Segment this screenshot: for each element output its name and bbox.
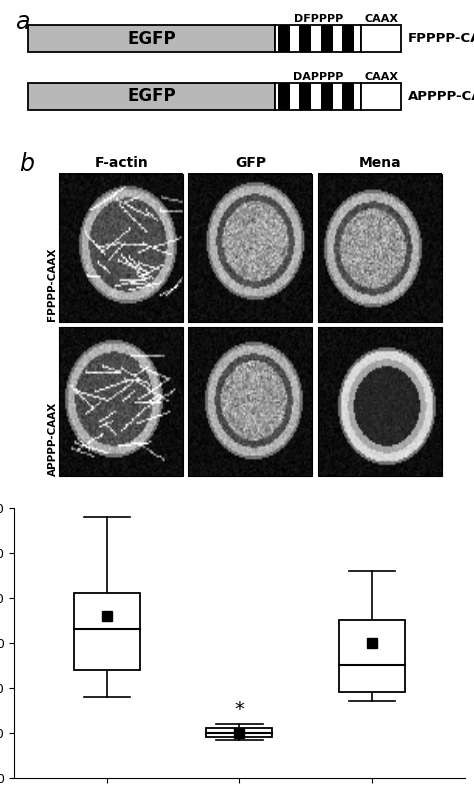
Bar	[300, 25, 311, 52]
Bar	[59, 174, 183, 322]
Bar	[278, 25, 290, 52]
Text: APPPP-CAAX: APPPP-CAAX	[408, 90, 474, 103]
Bar	[361, 25, 401, 52]
Bar	[275, 83, 361, 110]
Bar	[318, 327, 442, 476]
Text: $\it{a}$: $\it{a}$	[15, 10, 29, 34]
Bar	[321, 25, 333, 52]
Bar	[275, 25, 361, 52]
Bar	[339, 620, 405, 692]
Text: DFPPPP: DFPPPP	[293, 14, 343, 24]
Bar	[342, 25, 354, 52]
Text: DAPPPP: DAPPPP	[293, 71, 343, 82]
Text: CAAX: CAAX	[364, 14, 398, 24]
Bar	[300, 83, 311, 110]
Text: FPPPP-CAAX: FPPPP-CAAX	[47, 248, 57, 322]
Bar	[59, 327, 183, 476]
Bar	[342, 83, 354, 110]
Bar	[74, 593, 140, 670]
Bar	[278, 83, 290, 110]
Bar	[206, 728, 273, 737]
Bar	[189, 327, 312, 476]
Text: FPPPP-CAAX: FPPPP-CAAX	[408, 32, 474, 45]
Bar	[321, 83, 333, 110]
Text: $\it{b}$: $\it{b}$	[18, 152, 35, 176]
Text: GFP: GFP	[235, 156, 266, 170]
Text: EGFP: EGFP	[127, 30, 176, 47]
Text: CAAX: CAAX	[364, 71, 398, 82]
Text: F-actin: F-actin	[94, 156, 148, 170]
Bar	[27, 25, 275, 52]
Bar	[27, 83, 275, 110]
Bar	[318, 174, 442, 322]
Text: APPPP-CAAX: APPPP-CAAX	[47, 402, 57, 476]
Text: EGFP: EGFP	[127, 87, 176, 105]
Text: *: *	[235, 700, 244, 719]
Bar	[189, 174, 312, 322]
Text: Mena: Mena	[358, 156, 401, 170]
Bar	[361, 83, 401, 110]
